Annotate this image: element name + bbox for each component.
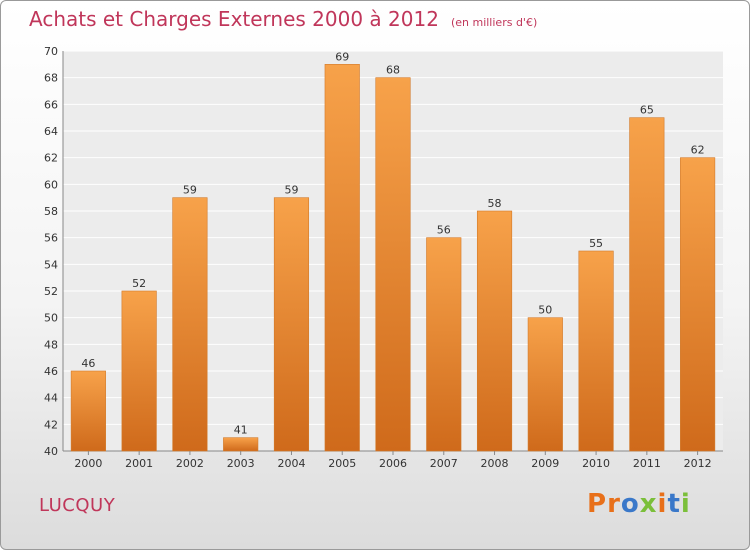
bar xyxy=(273,197,310,452)
bar xyxy=(375,77,411,452)
bar xyxy=(629,117,665,452)
data-label: 69 xyxy=(335,50,349,63)
bar xyxy=(426,237,462,452)
y-tick-label: 58 xyxy=(44,205,58,218)
y-tick-label: 56 xyxy=(44,232,58,245)
logo-letter: i xyxy=(657,489,668,519)
data-label: 52 xyxy=(132,277,146,290)
x-tick-label: 2005 xyxy=(328,457,356,470)
data-label: 50 xyxy=(538,304,552,317)
bar xyxy=(70,370,106,452)
x-tick-label: 2011 xyxy=(633,457,661,470)
x-tick-label: 2000 xyxy=(74,457,102,470)
data-label: 58 xyxy=(488,197,502,210)
data-label: 62 xyxy=(691,144,705,157)
y-tick-label: 54 xyxy=(44,258,58,271)
bar xyxy=(223,437,259,452)
data-label: 56 xyxy=(437,224,451,237)
y-tick-label: 46 xyxy=(44,365,58,378)
data-label: 41 xyxy=(234,424,248,437)
y-tick-label: 62 xyxy=(44,152,58,165)
x-tick-label: 2008 xyxy=(481,457,509,470)
logo-letter: P xyxy=(587,489,608,519)
commune-name: LUCQUY xyxy=(39,495,116,516)
x-tick-label: 2001 xyxy=(125,457,153,470)
bar xyxy=(527,317,563,452)
bar xyxy=(680,157,716,452)
chart-subtitle: (en milliers d'€) xyxy=(450,16,538,29)
chart-title-text: Achats et Charges Externes 2000 à 2012 xyxy=(29,7,439,31)
y-tick-label: 70 xyxy=(44,45,58,58)
bar xyxy=(578,250,614,452)
y-tick-label: 52 xyxy=(44,285,58,298)
y-tick-label: 60 xyxy=(44,178,58,191)
logo-letter: i xyxy=(680,489,691,519)
y-tick-label: 48 xyxy=(44,338,58,351)
x-tick-label: 2010 xyxy=(582,457,610,470)
x-tick-label: 2002 xyxy=(176,457,204,470)
x-tick-label: 2007 xyxy=(430,457,458,470)
chart-title: Achats et Charges Externes 2000 à 2012 (e… xyxy=(29,7,537,31)
y-tick-label: 42 xyxy=(44,418,58,431)
data-label: 59 xyxy=(183,184,197,197)
data-label: 55 xyxy=(589,237,603,250)
y-tick-label: 40 xyxy=(44,445,58,458)
bar xyxy=(121,290,157,452)
x-tick-label: 2004 xyxy=(277,457,305,470)
logo-letter: x xyxy=(639,489,658,519)
data-label: 46 xyxy=(81,357,95,370)
bar xyxy=(324,64,360,452)
x-tick-label: 2003 xyxy=(227,457,255,470)
bar xyxy=(476,210,513,452)
y-tick-label: 50 xyxy=(44,312,58,325)
proxiti-logo: Proxiti xyxy=(587,489,691,519)
x-tick-label: 2006 xyxy=(379,457,407,470)
bar xyxy=(172,197,208,452)
x-tick-label: 2012 xyxy=(684,457,712,470)
logo-letter: o xyxy=(620,489,640,519)
y-tick-label: 68 xyxy=(44,72,58,85)
y-tick-label: 44 xyxy=(44,392,58,405)
logo-letter: r xyxy=(607,489,621,519)
x-tick-label: 2009 xyxy=(531,457,559,470)
data-label: 59 xyxy=(284,184,298,197)
data-label: 65 xyxy=(640,104,654,117)
data-label: 68 xyxy=(386,64,400,77)
y-tick-label: 64 xyxy=(44,125,58,138)
y-tick-label: 66 xyxy=(44,98,58,111)
logo-letter: t xyxy=(667,489,681,519)
